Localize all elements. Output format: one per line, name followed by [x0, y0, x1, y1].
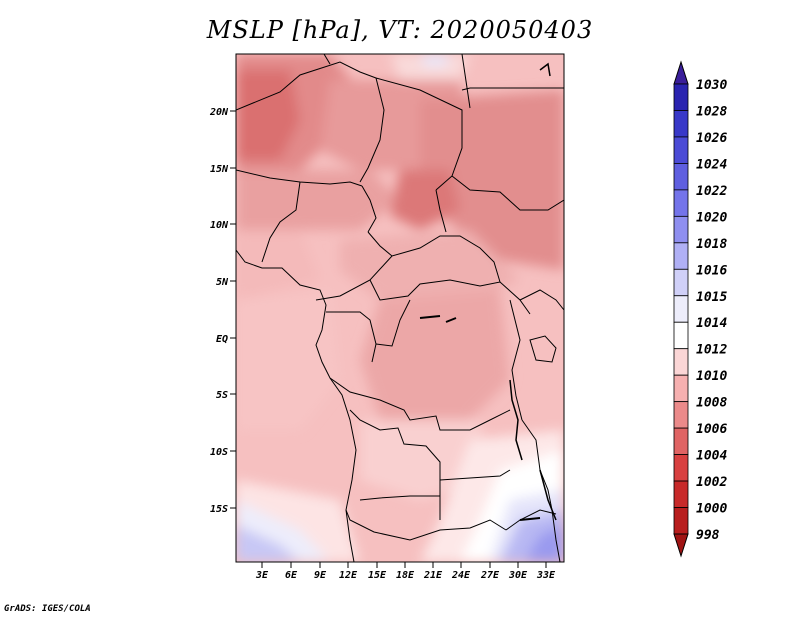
colorbar-segment: [673, 215, 689, 244]
lat-label-15s: 15S: [210, 504, 228, 515]
colorbar-segment: [673, 83, 689, 111]
colorbar-segment: [673, 348, 689, 376]
lon-label-3e: 3E: [255, 570, 269, 581]
colorbar-label: 1010: [696, 369, 727, 384]
lat-label-15n: 15N: [210, 164, 229, 175]
pressure-field: [236, 54, 564, 562]
colorbar-segment: [673, 454, 689, 482]
colorbar-label: 1024: [696, 157, 727, 172]
colorbar-segment: [673, 189, 689, 217]
colorbar-label: 1026: [696, 131, 727, 146]
colorbar-label: 1008: [696, 396, 727, 411]
colorbar-segment: [673, 268, 689, 297]
map-frame: [235, 53, 565, 563]
lon-label-21e: 21E: [423, 570, 443, 581]
colorbar-segment: [673, 507, 689, 535]
lat-axis: 20N 15N 10N 5N EQ 5S 10S 15S: [209, 107, 236, 515]
colorbar-label: 1012: [696, 343, 727, 358]
colorbar-label: 1022: [696, 184, 727, 199]
lon-label-33e: 33E: [536, 570, 556, 581]
colorbar-label: 1020: [696, 210, 727, 225]
lon-label-18e: 18E: [396, 570, 415, 581]
colorbar-segment: [673, 401, 689, 429]
colorbar-segment: [673, 110, 689, 138]
colorbar-label: 1006: [696, 422, 727, 437]
lon-label-30e: 30E: [508, 570, 528, 581]
colorbar-segment: [673, 480, 689, 508]
lon-label-12e: 12E: [339, 570, 358, 581]
colorbar-segment: [673, 136, 689, 164]
lat-label-10n: 10N: [210, 220, 229, 231]
grads-credit: GrADS: IGES/COLA: [4, 604, 91, 614]
lon-axis: 3E 6E 9E 12E 15E 18E 21E 24E 27E 30E 33E: [255, 562, 556, 581]
colorbar-label: 1016: [696, 263, 727, 278]
colorbar-label: 1004: [696, 449, 727, 464]
colorbar-label: 1014: [696, 316, 727, 331]
colorbar-top-arrow: [673, 60, 689, 85]
colorbar: 1030 1028 1026 1024 1022 1020 1018 1016 1015 1014…: [673, 60, 727, 558]
colorbar-label: 1000: [696, 502, 727, 517]
colorbar-label: 1015: [696, 290, 727, 305]
lat-label-20n: 20N: [209, 107, 229, 118]
colorbar-segment: [673, 295, 689, 323]
map-title: MSLP [hPa], VT: 2020050403: [206, 16, 594, 44]
lat-label-5n: 5N: [216, 277, 229, 288]
colorbar-segment: [673, 427, 689, 455]
lon-label-15e: 15E: [368, 570, 387, 581]
colorbar-segment: [673, 242, 689, 270]
lon-label-24e: 24E: [451, 570, 471, 581]
lon-label-27e: 27E: [480, 570, 500, 581]
colorbar-label: 1002: [696, 475, 727, 490]
lat-label-10s: 10S: [210, 447, 228, 458]
colorbar-segment: [673, 321, 689, 350]
colorbar-segment: [673, 374, 689, 403]
lon-label-9e: 9E: [314, 570, 327, 581]
colorbar-segment: [673, 163, 689, 191]
lat-label-5s: 5S: [216, 390, 228, 401]
colorbar-label: 1030: [696, 78, 727, 93]
colorbar-bottom-arrow: [673, 533, 689, 558]
lon-label-6e: 6E: [285, 570, 298, 581]
colorbar-label: 998: [696, 528, 720, 543]
colorbar-label: 1018: [696, 237, 727, 252]
colorbar-label: 1028: [696, 104, 727, 119]
lat-label-eq: EQ: [216, 334, 228, 345]
